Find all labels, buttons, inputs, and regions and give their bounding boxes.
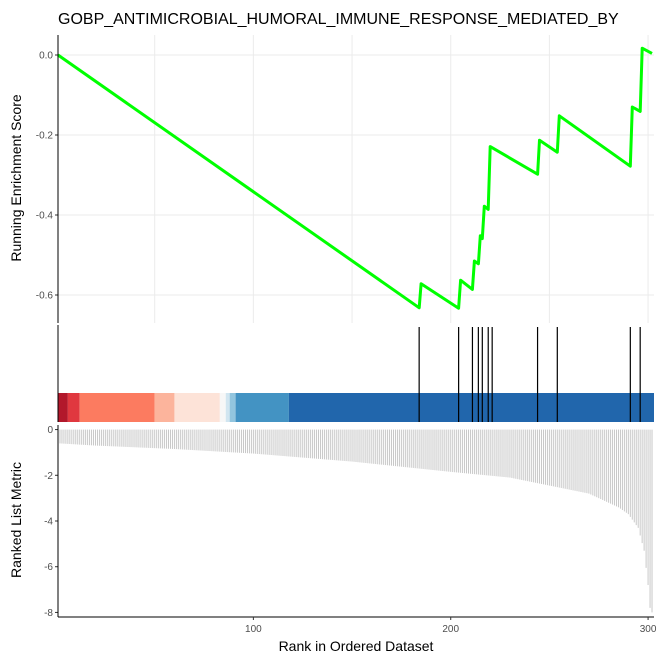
hit-markers: [418, 327, 641, 422]
ranked-list-y-axis: 0 -2 -4 -6 -8: [44, 425, 58, 619]
running-enrichment-panel: 0.0 -0.2 -0.4 -0.6 Running Enrichment Score: [8, 35, 654, 323]
ranked-list-bars: [57, 429, 653, 613]
heat-band-segment: [235, 393, 289, 422]
heat-band-segment: [58, 393, 68, 422]
y-tick-label: -6: [44, 562, 53, 573]
y-tick-label: -0.2: [36, 131, 54, 142]
y-tick-label: -0.4: [36, 211, 54, 222]
heat-band-segment: [229, 393, 236, 422]
y-tick-label: -4: [44, 517, 53, 528]
heat-band-segment: [79, 393, 155, 422]
hit-panel: [57, 325, 654, 422]
y-tick-label: -2: [44, 471, 53, 482]
x-tick-label: 300: [640, 624, 657, 635]
x-tick-label: 200: [442, 624, 459, 635]
running-enrichment-grid: [58, 35, 654, 323]
heat-band: [58, 393, 654, 422]
y-tick-label: 0: [47, 425, 53, 436]
ranked-list-y-title: Ranked List Metric: [8, 462, 24, 578]
y-tick-label: -8: [44, 608, 53, 619]
running-enrichment-y-axis: 0.0 -0.2 -0.4 -0.6: [36, 51, 58, 302]
x-axis-title: Rank in Ordered Dataset: [279, 638, 434, 654]
running-enrichment-y-title: Running Enrichment Score: [8, 94, 24, 262]
heat-band-segment: [154, 393, 175, 422]
heat-band-segment: [225, 393, 230, 422]
watermark: CSDN @R语言打工人: [466, 639, 604, 656]
heat-band-segment: [67, 393, 80, 422]
y-tick-label: -0.6: [36, 291, 54, 302]
ranked-list-panel: 0 -2 -4 -6 -8 100 200 300 Ranked List Metric R…: [8, 425, 657, 654]
heat-band-segment: [219, 393, 226, 422]
y-tick-label: 0.0: [39, 51, 53, 62]
x-tick-label: 100: [245, 624, 262, 635]
chart-title: GOBP_ANTIMICROBIAL_HUMORAL_IMMUNE_RESPON…: [58, 11, 619, 28]
heat-band-segment: [174, 393, 220, 422]
running-enrichment-line: [57, 46, 653, 310]
x-axis: 100 200 300: [245, 617, 657, 635]
heat-band-segment: [288, 393, 654, 422]
